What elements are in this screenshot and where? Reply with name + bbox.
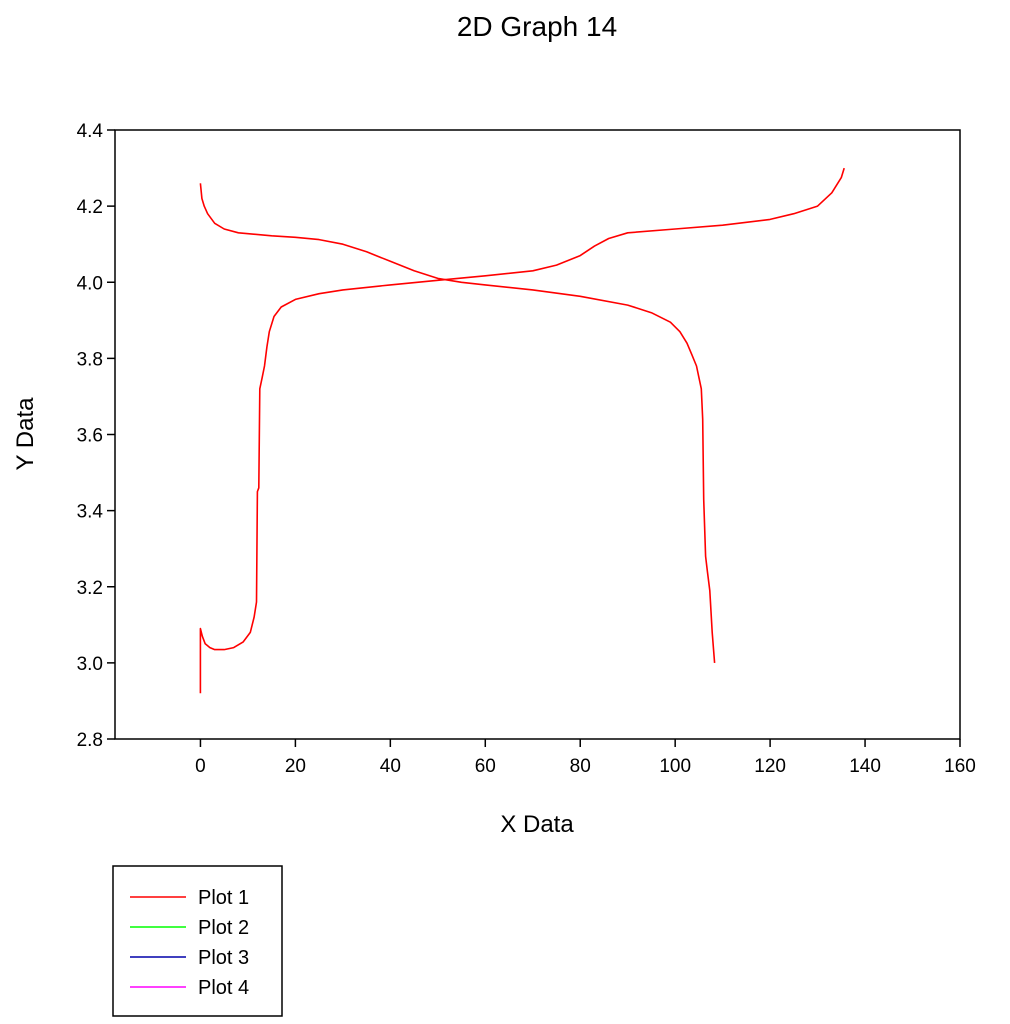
x-tick-label: 0 [195, 756, 206, 777]
x-axis-title: X Data [500, 811, 574, 838]
legend-label: Plot 3 [198, 947, 249, 969]
x-tick-label: 20 [285, 756, 306, 777]
legend: Plot 1 Plot 2 Plot 3 Plot 4 [112, 865, 283, 1017]
legend-label: Plot 1 [198, 887, 249, 909]
x-tick-label: 80 [570, 756, 591, 777]
legend-label: Plot 2 [198, 917, 249, 939]
y-tick-label: 3.0 [77, 654, 103, 675]
y-tick-label: 3.2 [77, 578, 103, 599]
x-tick-label: 60 [475, 756, 496, 777]
plot-area [114, 129, 961, 740]
y-tick-label: 3.8 [77, 349, 103, 370]
y-tick-label: 4.2 [77, 197, 103, 218]
series-layer [199, 167, 845, 694]
x-tick-label: 40 [380, 756, 401, 777]
x-tick-label: 160 [944, 756, 976, 777]
y-tick-label: 4.0 [77, 273, 103, 294]
x-tick-label: 120 [754, 756, 786, 777]
x-tick-label: 140 [849, 756, 881, 777]
y-tick-label: 2.8 [77, 730, 103, 751]
series-line-plot-1-segment-2 [199, 183, 716, 663]
legend-label: Plot 4 [198, 977, 249, 999]
chart-title: 2D Graph 14 [457, 11, 617, 42]
x-tick-label: 100 [659, 756, 691, 777]
series-line-plot-1-segment-1 [199, 167, 845, 694]
x-axis-ticks: 0 20 40 60 80 100 120 140 160 [195, 739, 976, 777]
y-tick-label: 3.4 [77, 502, 104, 523]
y-tick-label: 3.6 [77, 426, 103, 447]
y-axis-title: Y Data [12, 397, 39, 471]
legend-box [112, 865, 283, 1017]
y-tick-label: 4.4 [77, 121, 104, 142]
y-axis-ticks: 2.8 3.0 3.2 3.4 3.6 3.8 4.0 4.2 4.4 [77, 121, 115, 751]
